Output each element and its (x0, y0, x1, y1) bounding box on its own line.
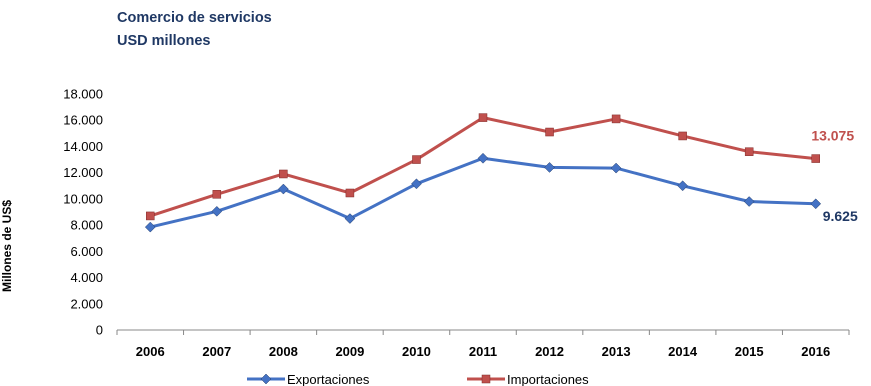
x-tick-label: 2006 (136, 344, 165, 359)
legend-marker-importaciones (481, 374, 491, 384)
x-tick-label: 2012 (535, 344, 564, 359)
y-tick-label: 16.000 (63, 113, 103, 128)
data-point-exportaciones (411, 178, 422, 190)
legend-label-exportaciones: Exportaciones (287, 372, 370, 386)
y-tick-label: 14.000 (63, 139, 103, 154)
data-point-importaciones (678, 131, 687, 141)
data-point-exportaciones (544, 162, 555, 173)
x-tick-label: 2009 (335, 344, 364, 359)
data-point-importaciones (478, 113, 488, 122)
series-line-exportaciones (149, 156, 816, 229)
x-tick-label: 2015 (735, 344, 764, 359)
data-point-exportaciones (610, 162, 622, 174)
data-point-exportaciones (810, 198, 822, 210)
data-point-importaciones (545, 127, 554, 137)
x-tick-label: 2014 (668, 344, 698, 359)
data-point-exportaciones (344, 213, 356, 224)
x-tick-label: 2011 (469, 344, 497, 359)
legend: Exportaciones Importaciones (247, 372, 589, 386)
x-tick-label: 2010 (402, 344, 431, 359)
y-tick-label: 2.000 (70, 296, 103, 311)
x-tick-label: 2016 (801, 344, 830, 359)
legend-marker-exportaciones (260, 373, 272, 385)
data-point-exportaciones (477, 152, 489, 164)
data-point-importaciones (279, 169, 288, 179)
x-tick-label: 2008 (269, 344, 298, 359)
legend-label-importaciones: Importaciones (507, 372, 589, 386)
data-point-importaciones (146, 211, 155, 221)
y-tick-label: 10.000 (63, 191, 103, 206)
chart-subtitle: USD millones (117, 33, 210, 49)
y-axis-label: Millones de US$ (0, 200, 14, 292)
end-label-exportaciones: 9.625 (823, 208, 858, 224)
axes: 0 2.000 4.000 6.000 8.000 10.000 12.000 14.000 1… (63, 87, 850, 359)
data-point-importaciones (811, 154, 820, 163)
data-point-importaciones (345, 188, 355, 198)
plot-area: 9.625 13.075 (144, 113, 858, 233)
x-tick-label: 2013 (602, 344, 631, 359)
data-point-exportaciones (278, 183, 289, 195)
y-tick-label: 0 (96, 323, 103, 338)
data-point-importaciones (212, 190, 222, 199)
y-tick-label: 4.000 (70, 270, 103, 285)
x-tick-label: 2007 (202, 344, 231, 359)
data-point-exportaciones (677, 180, 688, 192)
chart-title: Comercio de servicios (117, 10, 272, 26)
data-point-importaciones (412, 155, 421, 164)
data-point-exportaciones (211, 205, 223, 217)
y-tick-label: 6.000 (70, 244, 103, 259)
y-tick-label: 8.000 (70, 218, 103, 233)
data-point-importaciones (744, 147, 754, 156)
data-point-importaciones (611, 114, 621, 124)
y-tick-label: 18.000 (63, 87, 103, 102)
end-label-importaciones: 13.075 (811, 128, 854, 144)
data-point-exportaciones (743, 196, 755, 207)
data-point-exportaciones (144, 221, 156, 233)
y-tick-label: 12.000 (63, 165, 103, 180)
